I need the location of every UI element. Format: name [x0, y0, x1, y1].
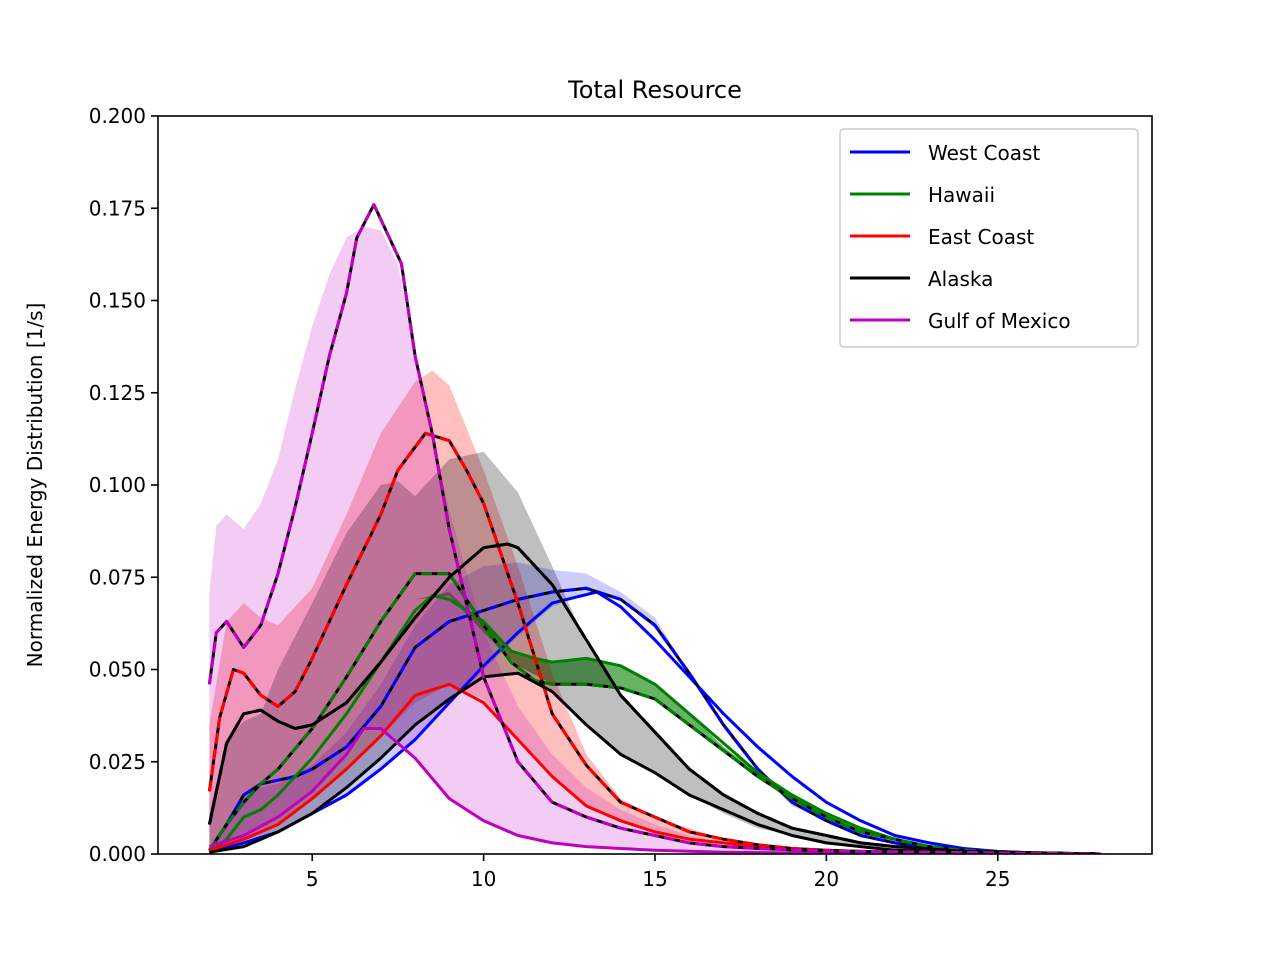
chart-title: Total Resource [567, 76, 742, 104]
line-solid-alaska [209, 671, 1101, 854]
series-lines [207, 203, 1101, 854]
line-dashed-east-coast [207, 431, 1101, 854]
line-dashed-west-coast [208, 586, 1101, 854]
y-axis-label: Normalized Energy Distribution [1/s] [23, 303, 47, 668]
y-tick-label: 0.150 [89, 289, 146, 313]
line-dashed-gulf-of-mexico [207, 203, 1101, 854]
y-tick-label: 0.025 [89, 750, 146, 774]
axis-ticks: 5 10 15 20 25 0.000 0.025 0.050 0.075 0.100 0.125 0… [89, 104, 1011, 891]
line-solid-hawaii [208, 594, 1101, 854]
y-tick-label: 0.200 [89, 104, 146, 128]
line-solid-west-coast [209, 590, 1101, 854]
x-tick-label: 15 [642, 867, 667, 891]
x-tick-label: 25 [985, 867, 1010, 891]
y-tick-label: 0.100 [89, 473, 146, 497]
legend-label-east-coast: East Coast [928, 225, 1034, 249]
y-tick-label: 0.000 [89, 842, 146, 866]
band-alaska [209, 451, 1101, 854]
y-tick-label: 0.075 [89, 565, 146, 589]
band-east-coast [209, 370, 1101, 854]
x-tick-label: 5 [306, 867, 319, 891]
legend-label-alaska: Alaska [928, 267, 993, 291]
legend-label-gulf-of-mexico: Gulf of Mexico [928, 309, 1071, 333]
line-dashed-alaska [207, 542, 1101, 854]
y-tick-label: 0.125 [89, 381, 146, 405]
legend-label-hawaii: Hawaii [928, 183, 995, 207]
y-tick-label: 0.050 [89, 658, 146, 682]
x-tick-label: 10 [471, 867, 496, 891]
legend-label-west-coast: West Coast [928, 141, 1040, 165]
line-solid-gulf-of-mexico [208, 727, 1101, 854]
line-dashed-hawaii [208, 572, 1101, 854]
y-tick-label: 0.175 [89, 196, 146, 220]
band-gulf-of-mexico [209, 226, 1101, 854]
x-tick-label: 20 [814, 867, 839, 891]
legend: West Coast Hawaii East Coast Alaska Gulf of … [839, 128, 1139, 348]
legend-box [839, 128, 1139, 348]
